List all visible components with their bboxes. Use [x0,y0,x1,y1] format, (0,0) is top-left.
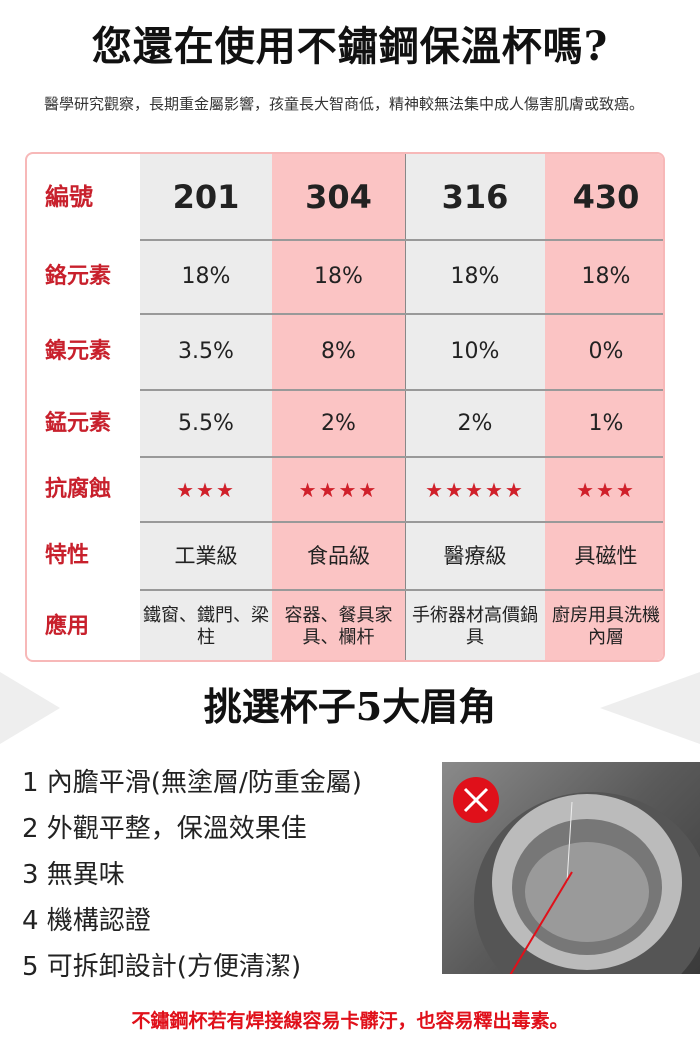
table-cell: 0% [588,339,624,364]
cup-photo [442,762,700,1012]
column-bg [545,154,663,660]
table-cell: 醫療級 [443,544,507,568]
table-cell: 手術器材高價鍋具 [412,605,538,648]
tip-item: 4 機構認證 [22,906,151,936]
table-cell: ★★★★ [298,477,379,502]
row-label: 鎳元素 [45,339,112,364]
table-cell: 3.5% [178,339,234,364]
comparison-table: 編號 201 304 316 430 鉻元素 18% 18% 18% 18% 鎳元素 3.5% 8% 10… [25,152,665,662]
column-header: 201 [172,178,240,216]
warning-text: 不鏽鋼杯若有焊接線容易卡髒汙，也容易釋出毒素。 [131,1010,569,1032]
divider [140,456,663,458]
row-label: 錳元素 [45,410,112,436]
tips-list: 1 內膽平滑(無塗層/防重金屬) 2 外觀平整，保溫效果佳 3 無異味 4 機構… [22,760,362,990]
divider [140,239,663,241]
divider [140,589,663,591]
table-cell: 鐵窗、鐵門、梁柱 [143,605,269,648]
tip-item: 1 內膽平滑(無塗層/防重金屬) [22,768,362,798]
cup-illustration [474,792,700,1012]
right-triangle-decoration [600,672,700,744]
column-header: 316 [441,178,509,216]
column-bg [272,154,405,660]
row-label: 應用 [45,614,90,639]
row-label: 鉻元素 [45,264,112,289]
row-label: 編號 [45,183,93,211]
tip-item: 3 無異味 [22,860,125,890]
table-cell: 8% [321,339,356,364]
table-cell: ★★★★★ [425,477,525,502]
table-cell: 食品級 [307,544,370,568]
row-label: 抗腐蝕 [45,476,112,502]
tip-item: 5 可拆卸設計(方便清潔) [22,952,302,982]
section-title: 挑選杯子5大眉角 [203,684,497,729]
table-cell: ★★★ [576,477,636,502]
column-bg [405,154,545,660]
divider [405,154,406,660]
table-cell: 廚房用具洗機內層 [552,605,660,648]
table-cell: 2% [457,410,493,436]
column-header: 430 [572,178,640,216]
tip-item: 2 外觀平整，保溫效果佳 [22,814,307,844]
column-bg [140,154,272,660]
divider [140,389,663,391]
page-title: 您還在使用不鏽鋼保溫杯嗎? [91,23,609,70]
table-cell: 18% [314,264,363,289]
left-triangle-decoration [0,672,60,744]
divider [140,313,663,315]
table-cell: 容器、餐具家具、欄杆 [284,605,393,648]
table-cell: 18% [181,264,231,289]
table-cell: 工業級 [174,544,238,568]
intro-text: 醫學研究觀察，長期重金屬影響，孩童長大智商低，精神較無法集中成人傷害肌膚或致癌。 [44,95,645,113]
column-header: 304 [305,178,372,216]
divider [140,521,663,523]
table-cell: 1% [588,410,624,436]
table-cell: 18% [450,264,500,289]
x-circle-icon [453,777,499,823]
table-cell: 具磁性 [574,544,638,568]
row-label: 特性 [45,543,90,568]
table-cell: 10% [450,339,500,364]
table-cell: 2% [321,410,356,436]
table-cell: 5.5% [178,410,234,436]
table-cell: 18% [581,264,631,289]
table-cell: ★★★ [176,477,236,502]
